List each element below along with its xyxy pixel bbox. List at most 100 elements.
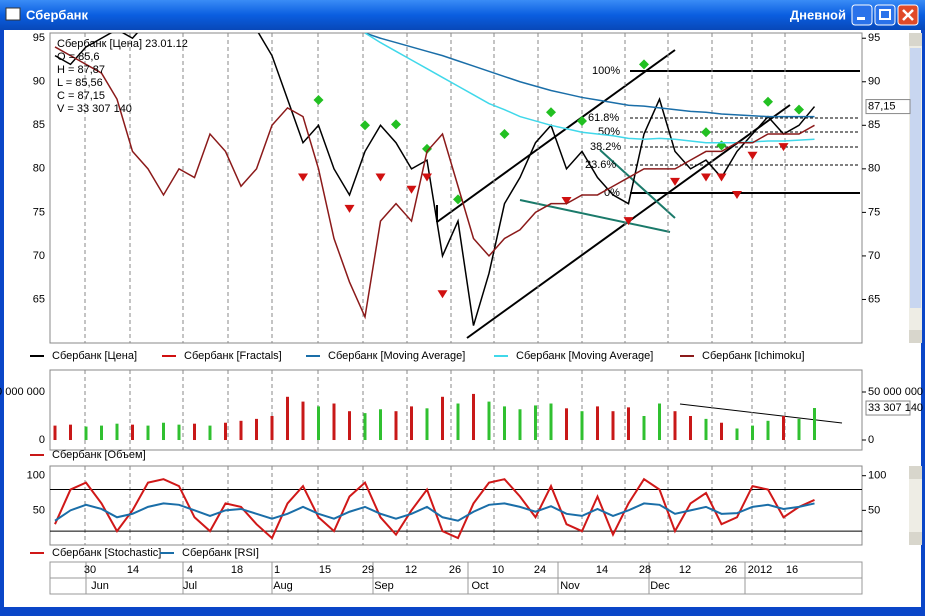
- fractal-down: [561, 197, 572, 206]
- volume-bar: [394, 411, 398, 441]
- day-label: 4: [187, 564, 193, 576]
- fractal-up: [763, 96, 773, 107]
- volume-bar: [565, 408, 568, 441]
- volume-bar: [53, 425, 57, 441]
- value-label: 87,15: [868, 100, 896, 112]
- scrollbar[interactable]: [909, 466, 922, 545]
- fractal-up: [701, 127, 711, 138]
- volume-bar: [69, 424, 72, 441]
- volume-bar: [487, 401, 491, 441]
- volume-bar: [162, 422, 165, 441]
- volume-bar: [642, 416, 646, 441]
- value-label: 33 307 140: [868, 402, 923, 414]
- day-label: 30: [84, 564, 96, 576]
- volume-bar: [348, 411, 351, 441]
- fractal-down: [670, 177, 680, 186]
- fractal-down: [623, 217, 634, 226]
- volume-bar: [704, 418, 708, 441]
- volume-bar: [115, 423, 119, 441]
- info-line: H = 87,87: [57, 64, 105, 76]
- volume-bar: [239, 420, 243, 441]
- month-label: Jun: [91, 580, 109, 592]
- day-label: 16: [786, 564, 798, 576]
- volume-bar: [518, 409, 522, 441]
- y-tick-label: 65: [33, 293, 45, 305]
- volume-bar: [689, 416, 692, 441]
- fractal-down: [437, 290, 448, 299]
- volume-bar: [673, 411, 677, 441]
- volume-bar: [363, 413, 367, 441]
- series-line: [54, 477, 815, 540]
- volume-bar: [596, 406, 599, 441]
- y-tick-label: 100: [868, 470, 886, 482]
- day-label: 1: [274, 564, 280, 576]
- plot-area: [53, 370, 816, 450]
- volume-bar: [84, 426, 88, 441]
- volume-bar: [100, 425, 103, 441]
- volume-bar: [627, 407, 630, 441]
- day-label: 29: [362, 564, 374, 576]
- volume-bar: [208, 425, 212, 441]
- fractal-up: [313, 95, 324, 106]
- volume-bar: [611, 411, 615, 441]
- fractal-up: [794, 104, 804, 115]
- legend-label: Сбербанк [Stochastic]: [52, 547, 161, 559]
- window-title: Сбербанк: [26, 7, 89, 22]
- y-tick-label: 50: [33, 504, 45, 516]
- fractal-down: [298, 173, 308, 182]
- fib-label: 38.2%: [590, 141, 621, 153]
- info-line: C = 87,15: [57, 90, 105, 102]
- fractal-down: [375, 173, 386, 182]
- volume-bar: [456, 403, 460, 441]
- volume-bar: [580, 411, 584, 441]
- legend-label: Сбербанк [Цена]: [52, 350, 137, 362]
- legend-label: Сбербанк [Moving Average]: [328, 350, 465, 362]
- info-line: O = 85,6: [57, 51, 100, 63]
- volume-bar: [813, 408, 816, 441]
- volume-bar: [472, 393, 475, 441]
- volume-bar: [410, 406, 413, 441]
- volume-bar: [735, 428, 739, 441]
- month-label: Aug: [273, 580, 293, 592]
- day-label: 26: [449, 564, 461, 576]
- legend-label: Сбербанк [Fractals]: [184, 350, 282, 362]
- month-label: Nov: [560, 580, 580, 592]
- fib-label: 100%: [592, 65, 620, 77]
- fractal-down: [747, 151, 758, 160]
- month-label: Oct: [471, 580, 488, 592]
- day-label: 2012: [748, 564, 772, 576]
- day-label: 14: [596, 564, 608, 576]
- month-label: Sep: [374, 580, 394, 592]
- plot-area: [50, 466, 862, 545]
- fractal-up: [499, 129, 510, 140]
- maximize-button[interactable]: [874, 4, 896, 26]
- y-tick-label: 70: [33, 250, 45, 262]
- fractal-up: [360, 120, 370, 131]
- y-tick-label: 50: [868, 504, 880, 516]
- volume-bar: [332, 403, 336, 441]
- legend-label: Сбербанк [RSI]: [182, 547, 259, 559]
- volume-bar: [503, 406, 506, 441]
- plot-frame: [49, 32, 863, 344]
- volume-bar: [379, 409, 382, 441]
- day-label: 12: [679, 564, 691, 576]
- minimize-button[interactable]: [851, 4, 873, 26]
- legend-label: Сбербанк [Объем]: [52, 449, 146, 461]
- day-label: 12: [405, 564, 417, 576]
- series-line: [54, 46, 815, 320]
- volume-bar: [534, 405, 537, 441]
- fractal-down: [716, 173, 727, 182]
- fractal-up: [422, 143, 432, 154]
- y-tick-label: 0: [39, 434, 45, 446]
- y-tick-label: 100: [27, 470, 45, 482]
- fractal-up: [639, 59, 649, 70]
- month-label: Jul: [183, 580, 197, 592]
- fib-label: 61.8%: [588, 112, 619, 124]
- volume-bar: [766, 420, 770, 441]
- scrollbar[interactable]: [909, 33, 922, 343]
- title-bar: [0, 0, 925, 30]
- close-button[interactable]: [897, 4, 919, 26]
- plot-area: [54, 33, 816, 343]
